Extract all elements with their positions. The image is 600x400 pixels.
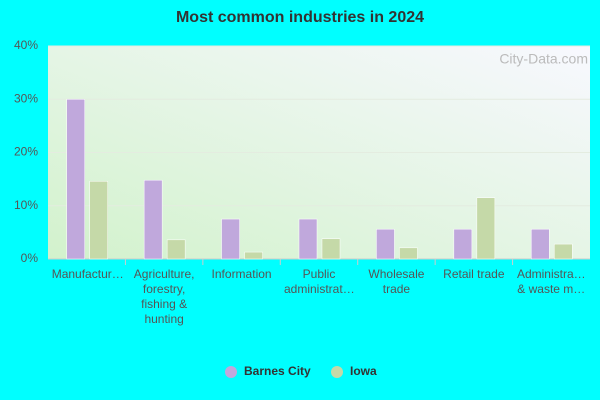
bar — [244, 251, 263, 260]
bar — [221, 218, 240, 260]
bar — [166, 239, 186, 260]
y-tick-label: 10% — [14, 198, 38, 212]
bar — [554, 243, 573, 260]
bar — [321, 238, 341, 260]
bar — [399, 247, 418, 260]
y-tick-label: 0% — [21, 251, 39, 265]
x-tick-label: Administra… & waste m… — [516, 267, 586, 296]
x-tick-label: Information — [211, 267, 272, 281]
x-tick-label: Public administrat… — [284, 267, 355, 296]
bar — [143, 179, 163, 260]
bar — [476, 197, 496, 260]
bar — [66, 99, 85, 260]
x-tick-label: Retail trade — [443, 267, 505, 281]
y-tick-label: 20% — [14, 145, 38, 159]
x-tick-label: Manufactur… — [51, 267, 124, 281]
legend-marker — [331, 366, 343, 378]
chart-title: Most common industries in 2024 — [176, 9, 424, 26]
legend-marker — [225, 366, 237, 378]
y-tick-label: 30% — [14, 91, 38, 105]
bar — [453, 228, 473, 260]
bar — [376, 228, 395, 260]
bar — [531, 228, 550, 260]
bar — [298, 218, 318, 260]
y-tick-label: 40% — [14, 38, 38, 52]
legend-label: Iowa — [350, 364, 377, 378]
bar — [89, 181, 108, 260]
x-tick-label: Wholesale trade — [368, 267, 425, 296]
watermark: City-Data.com — [499, 51, 588, 67]
legend-label: Barnes City — [244, 364, 311, 378]
x-tick-label: Agriculture, forestry, fishing & hunting — [133, 267, 195, 326]
